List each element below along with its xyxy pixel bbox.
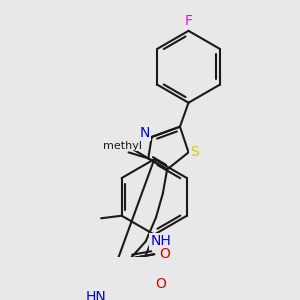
Text: N: N <box>140 126 150 140</box>
Text: O: O <box>155 277 166 291</box>
Text: HN: HN <box>86 290 106 300</box>
Text: O: O <box>159 247 170 261</box>
Text: NH: NH <box>151 234 172 248</box>
Text: S: S <box>190 146 199 159</box>
Text: F: F <box>184 14 193 28</box>
Text: methyl: methyl <box>103 140 142 151</box>
